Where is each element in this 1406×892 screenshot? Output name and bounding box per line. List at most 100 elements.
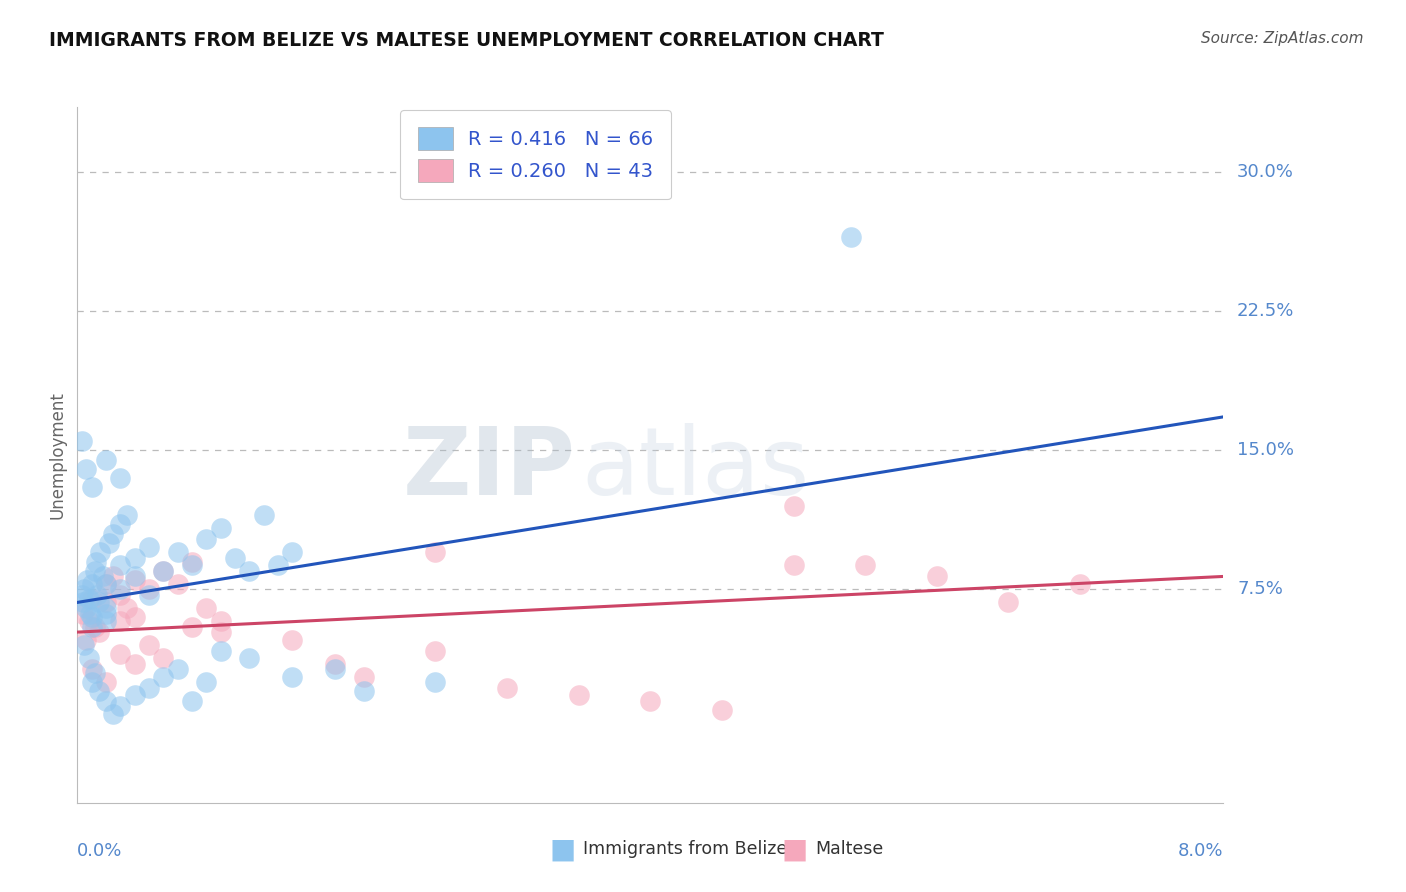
Legend: R = 0.416   N = 66, R = 0.260   N = 43: R = 0.416 N = 66, R = 0.260 N = 43 <box>401 110 671 200</box>
Point <box>925 569 948 583</box>
Point <box>75 601 97 615</box>
Point <box>87 595 110 609</box>
Point <box>86 588 108 602</box>
Point <box>83 564 105 578</box>
Point <box>152 564 174 578</box>
Point <box>94 607 117 621</box>
Point <box>75 632 97 647</box>
Point <box>83 665 105 680</box>
Point <box>425 643 447 657</box>
Point <box>76 573 98 587</box>
Point <box>180 694 204 708</box>
Point <box>640 694 662 708</box>
Point <box>91 569 114 583</box>
Text: Maltese: Maltese <box>815 840 884 858</box>
Point <box>209 521 232 535</box>
Point <box>138 588 160 602</box>
Text: 22.5%: 22.5% <box>1237 302 1295 320</box>
Y-axis label: Unemployment: Unemployment <box>48 391 66 519</box>
Point <box>124 569 146 583</box>
Point <box>138 582 160 597</box>
Point <box>124 688 146 702</box>
Point <box>70 588 93 602</box>
Point <box>73 638 96 652</box>
Point <box>839 230 862 244</box>
Point <box>110 614 132 628</box>
Text: atlas: atlas <box>582 423 810 515</box>
Point <box>79 607 101 621</box>
Point <box>94 675 117 690</box>
Point <box>496 681 519 695</box>
Point <box>853 558 876 573</box>
Point <box>252 508 274 523</box>
Point <box>80 610 103 624</box>
Point <box>94 601 117 615</box>
Point <box>323 657 346 671</box>
Point <box>166 577 188 591</box>
Point <box>782 499 804 513</box>
Point <box>80 662 103 676</box>
Point <box>94 577 117 591</box>
Point <box>87 684 110 698</box>
Point <box>77 591 100 606</box>
Point <box>323 662 346 676</box>
Point <box>101 526 124 541</box>
Point <box>180 558 204 573</box>
Point <box>124 610 146 624</box>
Text: 30.0%: 30.0% <box>1237 163 1294 181</box>
Text: Immigrants from Belize: Immigrants from Belize <box>583 840 787 858</box>
Point <box>138 681 160 695</box>
Point <box>152 651 174 665</box>
Point <box>80 480 103 494</box>
Point <box>110 588 132 602</box>
Point <box>124 550 146 565</box>
Point <box>94 452 117 467</box>
Point <box>110 471 132 485</box>
Point <box>117 508 139 523</box>
Point <box>124 657 146 671</box>
Point <box>238 651 260 665</box>
Point <box>94 694 117 708</box>
Point <box>110 699 132 714</box>
Point <box>124 573 146 587</box>
Text: 15.0%: 15.0% <box>1237 442 1294 459</box>
Point <box>80 577 103 591</box>
Point <box>94 614 117 628</box>
Point <box>75 462 97 476</box>
Point <box>267 558 290 573</box>
Point <box>84 555 107 569</box>
Point <box>1069 577 1091 591</box>
Point <box>353 684 375 698</box>
Point <box>87 625 110 640</box>
Point <box>195 675 218 690</box>
Point <box>166 662 188 676</box>
Point <box>281 632 304 647</box>
Text: Source: ZipAtlas.com: Source: ZipAtlas.com <box>1201 31 1364 46</box>
Point <box>138 638 160 652</box>
Point <box>101 706 124 721</box>
Text: 0.0%: 0.0% <box>77 842 122 860</box>
Point <box>180 555 204 569</box>
Point <box>101 569 124 583</box>
Text: 8.0%: 8.0% <box>1178 842 1223 860</box>
Text: ■: ■ <box>782 835 807 863</box>
Point <box>997 595 1019 609</box>
Point <box>281 670 304 684</box>
Point <box>568 688 591 702</box>
Point <box>425 675 447 690</box>
Point <box>83 619 105 633</box>
Point <box>209 614 232 628</box>
Point <box>72 607 94 621</box>
Point <box>209 625 232 640</box>
Point <box>73 582 96 597</box>
Point <box>138 540 160 554</box>
Point <box>425 545 447 559</box>
Point <box>77 614 100 628</box>
Text: 7.5%: 7.5% <box>1237 581 1284 599</box>
Point <box>195 601 218 615</box>
Point <box>110 517 132 532</box>
Text: IMMIGRANTS FROM BELIZE VS MALTESE UNEMPLOYMENT CORRELATION CHART: IMMIGRANTS FROM BELIZE VS MALTESE UNEMPL… <box>49 31 884 50</box>
Point <box>110 648 132 662</box>
Point <box>94 577 117 591</box>
Point <box>80 619 103 633</box>
